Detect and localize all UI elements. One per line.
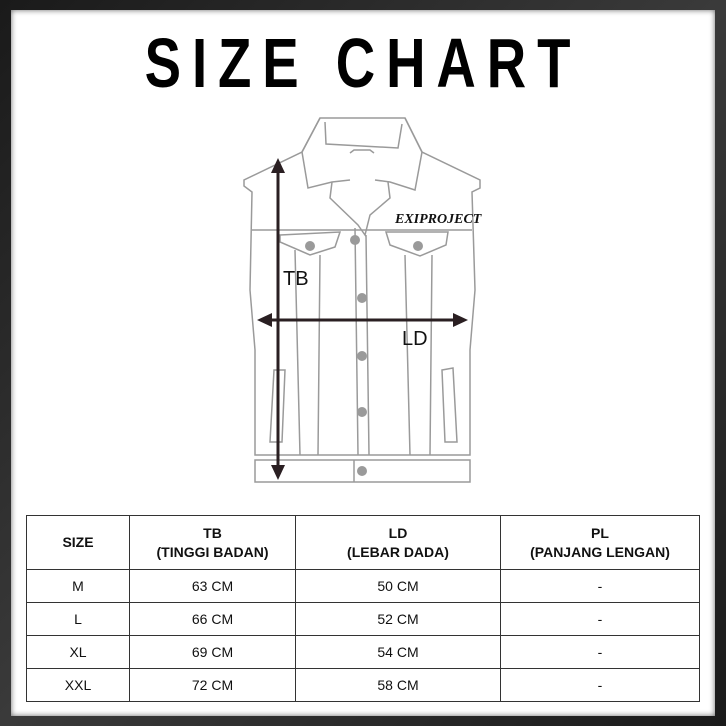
- header-ld: LD (LEBAR DADA): [295, 515, 501, 570]
- header-text: PL: [591, 524, 609, 541]
- cell-tb: 69 CM: [129, 635, 296, 669]
- cell-ld: 58 CM: [295, 668, 501, 702]
- cell-pl: -: [500, 635, 700, 669]
- cell-tb: 63 CM: [129, 569, 296, 603]
- header-size: SIZE: [26, 515, 130, 570]
- header-pl: PL (PANJANG LENGAN): [500, 515, 700, 570]
- cell-size: XXL: [26, 668, 130, 702]
- table-header-row: SIZE TB (TINGGI BADAN) LD (LEBAR DADA) PL (…: [26, 515, 700, 570]
- cell-ld: 54 CM: [295, 635, 501, 669]
- tb-label: TB: [283, 268, 309, 290]
- ld-label: LD: [402, 328, 428, 350]
- cell-ld: 50 CM: [295, 569, 501, 603]
- brand-logo: EXIPROJECT: [394, 212, 483, 227]
- header-subtext: (LEBAR DADA): [347, 543, 449, 560]
- cell-pl: -: [500, 602, 700, 636]
- header-subtext: (PANJANG LENGAN): [530, 543, 670, 560]
- header-text: LD: [388, 524, 408, 541]
- header-tb: TB (TINGGI BADAN): [129, 515, 296, 570]
- vest-diagram: EXIPROJECT TB LD: [243, 117, 483, 483]
- size-table: SIZE TB (TINGGI BADAN) LD (LEBAR DADA) PL (…: [26, 515, 700, 702]
- cell-tb: 72 CM: [129, 668, 296, 702]
- vest-outline: [243, 117, 481, 483]
- header-subtext: (TINGGI BADAN): [156, 543, 269, 560]
- cell-size: XL: [26, 635, 130, 669]
- header-text: SIZE: [62, 534, 94, 550]
- table-row: M 63 CM 50 CM -: [26, 569, 700, 603]
- cell-ld: 52 CM: [295, 602, 501, 636]
- measurement-arrows: [257, 158, 468, 480]
- table-row: L 66 CM 52 CM -: [26, 602, 700, 636]
- cell-pl: -: [500, 569, 700, 603]
- cell-pl: -: [500, 668, 700, 702]
- table-row: XL 69 CM 54 CM -: [26, 635, 700, 669]
- table-row: XXL 72 CM 58 CM -: [26, 668, 700, 702]
- cell-size: L: [26, 602, 130, 636]
- cell-tb: 66 CM: [129, 602, 296, 636]
- page-title: SIZE CHART: [144, 24, 582, 102]
- cell-size: M: [26, 569, 130, 603]
- buttons: [305, 235, 423, 476]
- header-text: TB: [203, 524, 222, 541]
